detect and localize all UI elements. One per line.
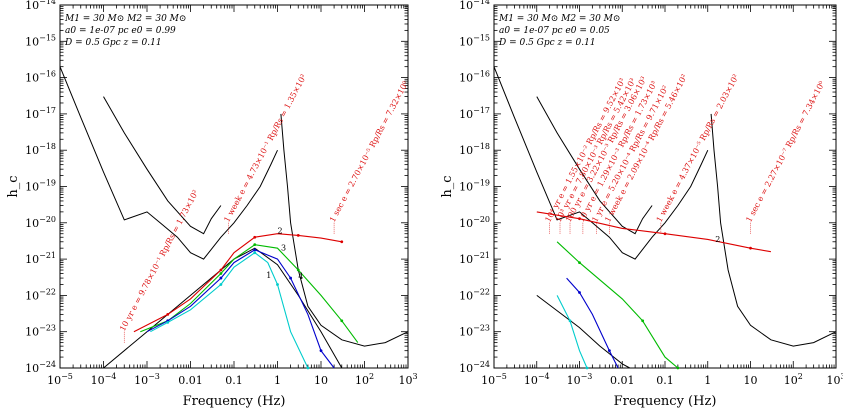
y-tick-label: 10−17 [25,106,56,121]
series-point [663,232,667,236]
series-detector-decigo [536,96,653,235]
series-detector-ground [710,113,837,347]
harmonic-label: 1 [266,271,271,280]
series-point [340,319,344,323]
y-tick-label: 10−16 [459,70,490,85]
y-tick-label: 10−21 [459,251,490,266]
y-tick-label: 10−16 [25,70,56,85]
y-tick-label: 10−18 [459,142,490,157]
series-point [289,276,292,280]
series-point [607,349,611,353]
y-tick-label: 10−23 [25,324,56,339]
info-line: a0 = 1e-07 pc e0 = 0.05 [499,26,610,36]
harmonic-label: 4 [298,272,303,281]
series-point [676,366,680,370]
info-line: D = 0.5 Gpc z = 0.11 [64,38,162,48]
x-tick-label: 10−4 [91,372,117,387]
harmonic-label: 2 [715,235,720,244]
series-point [340,240,344,244]
series-point [641,319,645,323]
x-tick-label: 0.1 [656,374,674,387]
series-detector-lisa [59,66,278,260]
x-tick-label: 102 [355,372,374,387]
x-tick-label: 1 [274,374,281,387]
y-axis-label: h_c [6,175,21,197]
series-detector-lisa [493,66,709,260]
info-line: D = 0.5 Gpc z = 0.11 [498,38,596,48]
series-harmonic-2-red [133,233,342,333]
x-tick-label: 0.01 [610,374,635,387]
x-tick-label: 103 [826,372,843,387]
info-line: M1 = 30 M⊙ M2 = 30 M⊙ [498,14,620,24]
x-axis-label: Frequency (Hz) [614,394,717,409]
y-tick-label: 10−14 [459,0,490,12]
y-tick-label: 10−19 [459,179,490,194]
x-tick-label: 10−5 [47,372,73,387]
series-detector-ground [280,113,409,347]
series-point [219,272,223,275]
info-line: M1 = 30 M⊙ M2 = 30 M⊙ [64,14,186,24]
x-tick-label: 10−4 [524,372,550,387]
series-harmonic-3-green [556,241,679,369]
y-tick-label: 10−22 [25,287,56,302]
y-tick-label: 10−20 [459,215,490,230]
x-tick-label: 1 [704,374,711,387]
series-point [296,268,300,272]
y-tick-label: 10−17 [459,106,490,121]
y-tick-label: 10−19 [25,179,56,194]
series-point [253,243,257,247]
y-tick-label: 10−22 [459,287,490,302]
series-point [568,319,572,323]
series-point [578,291,581,294]
x-tick-label: 0.01 [178,374,203,387]
x-tick-label: 10 [314,374,328,387]
x-tick-label: 10 [744,374,758,387]
y-tick-label: 10−15 [25,33,56,48]
series-point [276,283,279,286]
series-point [253,248,257,252]
series-point [296,233,300,237]
x-tick-label: 103 [398,372,417,387]
series-point [219,283,223,286]
series-harmonic-5-cyan [556,295,588,369]
series-point [319,349,323,353]
series-point [219,268,223,272]
y-tick-label: 10−21 [25,251,56,266]
series-point [578,261,581,265]
series-harmonic-4-blue [566,277,619,369]
series-point [306,366,310,370]
harmonic-label: 2 [278,227,283,236]
series-track-black [536,295,631,369]
x-tick-label: 10−3 [567,372,593,387]
x-tick-label: 10−3 [134,372,160,387]
series-point [166,312,170,316]
y-tick-label: 10−24 [25,360,56,375]
y-tick-label: 10−18 [25,142,56,157]
series-point [749,246,752,250]
x-axis-label: Frequency (Hz) [183,394,286,409]
series-point [253,251,257,255]
y-tick-label: 10−15 [459,33,490,48]
info-line: a0 = 1e-07 pc e0 = 0.99 [65,26,176,36]
x-tick-label: 0.1 [225,374,243,387]
series-point [166,321,170,324]
series-point [219,276,223,280]
y-tick-label: 10−23 [459,324,490,339]
x-tick-label: 102 [784,372,803,387]
series-point [585,366,589,370]
series-detector-decigo [103,96,222,235]
y-axis-label: h_c [440,175,455,197]
series-point [253,235,257,239]
harmonic-label: 3 [281,244,286,253]
x-tick-label: 10−5 [481,372,507,387]
series-harmonic-5-cyan [150,252,309,369]
y-tick-label: 10−14 [25,0,56,12]
series-point [578,217,581,221]
y-tick-label: 10−20 [25,215,56,230]
y-tick-label: 10−24 [459,360,490,375]
